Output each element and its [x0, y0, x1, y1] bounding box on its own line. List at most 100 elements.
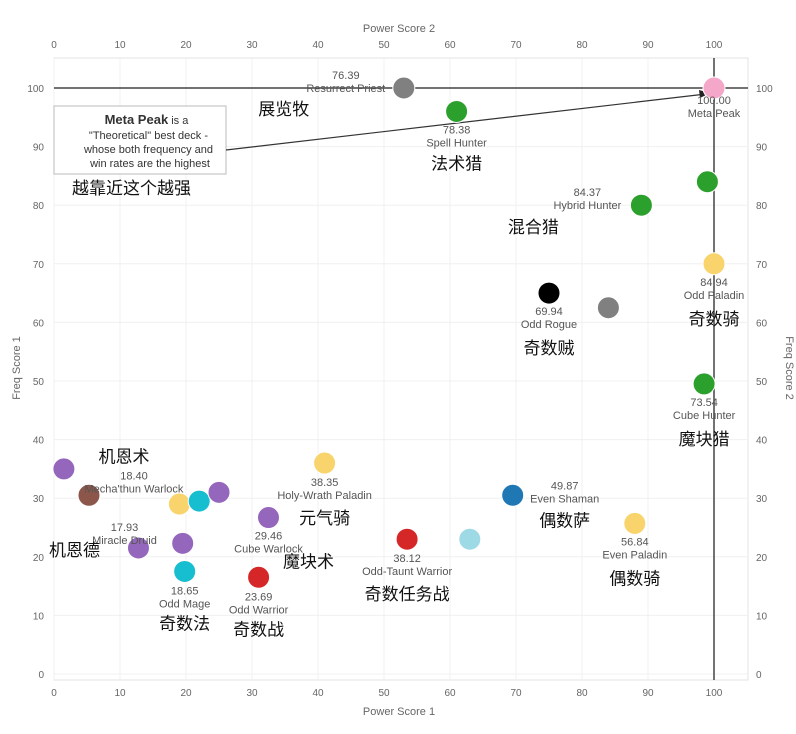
callout-text: Meta Peak is a "Theoretical" best deck -… [83, 112, 216, 170]
point-name-label: Spell Hunter [426, 137, 487, 149]
point-name-label: Cube Warlock [234, 544, 303, 556]
point-cn-label: 奇数贼 [524, 339, 575, 359]
point-name-label: Odd Paladin [684, 290, 745, 302]
data-point [445, 99, 469, 123]
point-value-label: 78.38 [443, 124, 471, 136]
y-tick-label-left: 90 [33, 143, 45, 154]
x-axis-bottom-title: Power Score 1 [363, 706, 435, 718]
point-cn-label: 法术猎 [431, 154, 482, 174]
data-point [207, 480, 231, 504]
point-name-label: Mecha'thun Warlock [85, 483, 184, 495]
data-point [596, 296, 620, 320]
data-point [395, 527, 419, 551]
callout-line-1: is a [168, 115, 189, 127]
data-point [392, 76, 416, 100]
callout-caption: 越靠近这个越强 [72, 179, 191, 199]
point-name-label: Miracle Druid [92, 535, 157, 547]
data-point [126, 536, 150, 560]
data-point [702, 252, 726, 276]
point-name-label: Meta Peak [688, 108, 741, 120]
point-value-label: 49.87 [551, 480, 579, 492]
y-tick-label-right: 50 [756, 377, 768, 388]
x-tick-label-bottom: 100 [706, 688, 723, 699]
y-tick-label-left: 100 [27, 84, 44, 95]
point-value-label: 23.69 [245, 591, 273, 603]
axes-layer: Power Score 2 Power Score 1 Freq Score 1… [11, 23, 795, 718]
point-name-label: Odd-Taunt Warrior [362, 566, 452, 578]
x-axis-top-title: Power Score 2 [363, 23, 435, 35]
point-value-label: 84.94 [700, 277, 728, 289]
point-cn-label: 偶数骑 [609, 569, 660, 589]
x-tick-label-bottom: 70 [510, 688, 522, 699]
data-point [171, 531, 195, 555]
point-name-label: Odd Mage [159, 598, 210, 610]
data-point [458, 527, 482, 551]
y-tick-label-left: 40 [33, 436, 45, 447]
callout: Meta Peak is a "Theoretical" best deck -… [53, 90, 710, 199]
point-value-label: 73.54 [690, 397, 718, 409]
point-value-label: 18.65 [171, 585, 199, 597]
y-tick-label-right: 60 [756, 318, 768, 329]
point-value-label: 29.46 [255, 531, 283, 543]
y-tick-label-right: 90 [756, 143, 768, 154]
x-tick-label-bottom: 0 [51, 688, 57, 699]
x-tick-label-top: 90 [642, 40, 654, 51]
point-value-label: 84.37 [574, 187, 602, 199]
y-tick-label-left: 30 [33, 494, 45, 505]
x-tick-label-bottom: 80 [576, 688, 588, 699]
point-cn-label: 奇数任务战 [365, 585, 450, 605]
point-name-label: Resurrect Priest [306, 83, 385, 95]
data-point [629, 193, 653, 217]
point-value-label: 76.39 [332, 70, 360, 82]
data-point [173, 559, 197, 583]
callout-bold: Meta Peak [105, 112, 169, 127]
y-tick-label-right: 30 [756, 494, 768, 505]
point-name-label: Odd Warrior [229, 604, 289, 616]
point-cn-label: 混合猎 [508, 218, 559, 238]
data-point [187, 489, 211, 513]
x-tick-label-top: 30 [246, 40, 258, 51]
data-point [623, 511, 647, 535]
x-tick-label-top: 80 [576, 40, 588, 51]
point-value-label: 38.35 [311, 477, 339, 489]
x-tick-label-top: 40 [312, 40, 324, 51]
x-tick-label-bottom: 90 [642, 688, 654, 699]
point-name-label: Holy-Wrath Paladin [277, 490, 372, 502]
data-point [537, 281, 561, 305]
y-axis-right-title: Freq Score 2 [783, 336, 795, 400]
y-tick-label-right: 10 [756, 611, 768, 622]
callout-arrow [225, 93, 707, 151]
callout-line-4: win rates are the highest [89, 158, 210, 170]
y-tick-label-left: 20 [33, 553, 45, 564]
point-name-label: Hybrid Hunter [553, 200, 621, 212]
data-point [52, 457, 76, 481]
x-tick-label-bottom: 50 [378, 688, 390, 699]
point-name-label: Even Paladin [602, 549, 667, 561]
point-value-label: 100.00 [697, 95, 731, 107]
y-tick-label-left: 80 [33, 201, 45, 212]
y-axis-left-title: Freq Score 1 [11, 336, 23, 400]
point-cn-label: 魔块猎 [679, 430, 730, 450]
data-point [247, 565, 271, 589]
data-point [501, 483, 525, 507]
point-cn-label: 偶数萨 [539, 511, 590, 531]
x-tick-label-top: 10 [114, 40, 126, 51]
data-point [692, 372, 716, 396]
x-tick-label-bottom: 30 [246, 688, 258, 699]
y-tick-label-left: 10 [33, 611, 45, 622]
y-tick-label-right: 100 [756, 84, 773, 95]
point-value-label: 18.40 [120, 470, 148, 482]
data-point [77, 483, 101, 507]
point-cn-label: 元气骑 [299, 509, 350, 529]
x-tick-label-top: 70 [510, 40, 522, 51]
point-cn-label: 机恩德 [49, 541, 100, 561]
data-point [167, 492, 191, 516]
x-tick-label-top: 0 [51, 40, 57, 51]
point-cn-label: 魔块术 [283, 553, 334, 573]
point-cn-label: 奇数法 [159, 614, 210, 634]
y-tick-label-right: 70 [756, 260, 768, 271]
point-cn-label: 展览牧 [258, 100, 309, 120]
x-tick-label-top: 50 [378, 40, 390, 51]
